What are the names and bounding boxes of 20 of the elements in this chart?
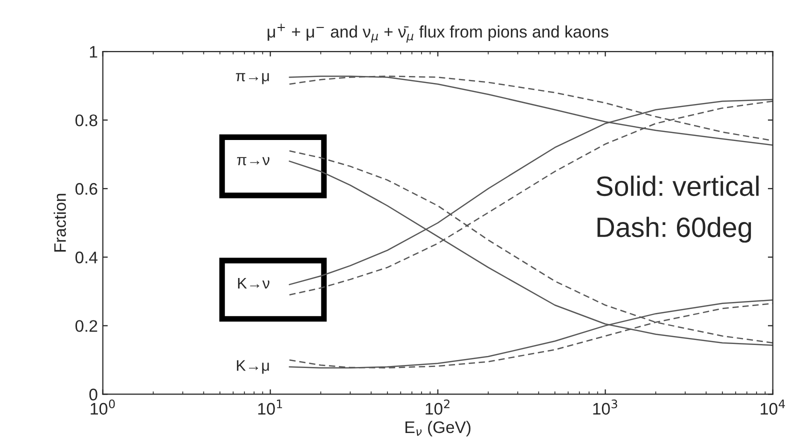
annotation: Dash: 60deg — [598, 216, 751, 243]
x-tick-label: 10$^{1}$ — [258, 400, 282, 415]
y-tick-label: 0.8 — [75, 114, 98, 126]
series-label: K→ν — [238, 278, 270, 289]
y-tick-label: 1 — [90, 46, 98, 58]
y-tick-label: 0 — [89, 388, 98, 400]
series-label: π→ν — [237, 157, 270, 166]
x-tick-label: 10$^{2}$ — [426, 399, 450, 415]
chart-title: μ$^{+}$ + μ$^{−}$ and ν$_{μ}$ + ν̄$_{μ}$ flux from pions and kaons — [268, 24, 608, 43]
x-tick-label: 10$^{4}$ — [760, 400, 785, 415]
y-tick-label: 0.2 — [75, 320, 98, 332]
x-tick-label: 10$^{3}$ — [593, 399, 618, 415]
series-label: π→μ — [236, 73, 269, 84]
y-axis-title: Fraction — [54, 194, 66, 252]
x-axis-title: E$_{ν}$ (GeV) — [406, 420, 470, 436]
y-tick-label: 0.6 — [75, 183, 98, 195]
series-label: K→μ — [236, 360, 269, 374]
annotation: Solid: vertical — [596, 176, 759, 196]
x-tick-label: 10$^{0}$ — [90, 399, 115, 415]
y-tick-label: 0.4 — [75, 252, 98, 264]
